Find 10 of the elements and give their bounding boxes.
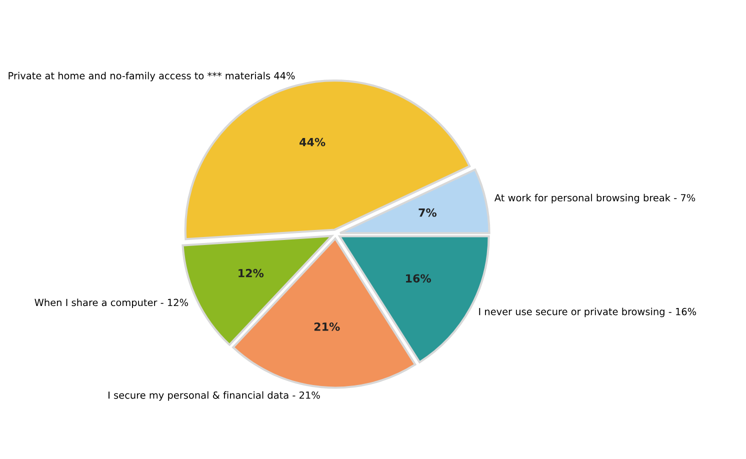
data-label: 16% [406, 274, 432, 283]
data-label: 21% [314, 322, 340, 331]
data-label: 44% [300, 138, 326, 146]
slice-label: Private at home and no-family access to *** materials 44% [8, 72, 295, 82]
data-label: 12% [238, 268, 264, 278]
slice-label: When I share a computer - 12% [34, 298, 188, 308]
slice-label: I secure my personal & financial data - 21% [108, 391, 320, 401]
slice-label: At work for personal browsing break - 7% [494, 194, 696, 204]
data-label: 7% [418, 208, 437, 217]
slice-label: I never use secure or private browsing - 16% [479, 308, 696, 318]
